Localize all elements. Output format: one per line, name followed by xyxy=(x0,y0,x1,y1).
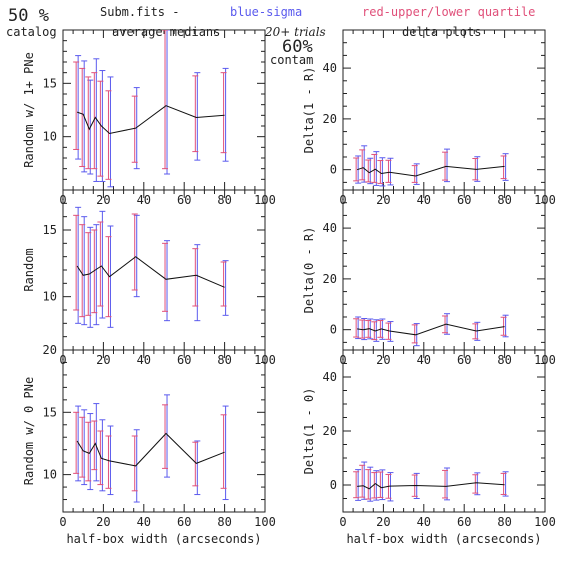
x-tick-label: 100 xyxy=(254,515,276,529)
legend-blue-sigma: blue-sigma xyxy=(230,5,302,19)
trials-label: 20+ trials xyxy=(264,25,326,39)
plot-area xyxy=(73,206,229,328)
x-tick-label: 60 xyxy=(457,515,471,529)
x-tick-label: 60 xyxy=(457,193,471,207)
x-tick-label: 80 xyxy=(217,515,231,529)
x-tick-label: 40 xyxy=(417,193,431,207)
plot-area xyxy=(73,394,229,503)
x-tick-label: 40 xyxy=(137,515,151,529)
pct-value: 50 % xyxy=(8,6,49,26)
median-line xyxy=(357,323,505,336)
x-tick-label: 40 xyxy=(137,193,151,207)
y-tick-label: 0 xyxy=(330,323,337,337)
y-tick-label: 40 xyxy=(323,221,337,235)
median-line xyxy=(76,105,225,135)
plot-area xyxy=(353,313,509,347)
subm-label: Subm.fits - xyxy=(100,5,179,19)
median-line xyxy=(76,432,225,467)
catalog-label: catalog xyxy=(6,25,57,39)
plot-frame xyxy=(62,29,266,191)
x-tick-label: 20 xyxy=(376,353,390,367)
x-tick-label: 80 xyxy=(497,353,511,367)
legend-red-quartile: red-upper/lower quartile xyxy=(362,5,535,19)
panel-left-bottom: 0 20 40 60 80 100 10 15 20 Random w/ 0 PNe half-bo… xyxy=(22,343,276,546)
plot-area xyxy=(73,30,229,188)
y-tick-label: 15 xyxy=(43,405,57,419)
y-tick-label: 0 xyxy=(330,478,337,492)
median-line xyxy=(76,256,225,288)
x-tick-label: 20 xyxy=(96,515,110,529)
x-tick-label: 0 xyxy=(59,515,66,529)
average-medians-label: average medians xyxy=(112,25,220,39)
x-tick-label: 20 xyxy=(96,353,110,367)
x-tick-label: 20 xyxy=(376,515,390,529)
y-tick-label: 40 xyxy=(323,370,337,384)
y-tick-label: 20 xyxy=(323,112,337,126)
x-tick-label: 80 xyxy=(497,515,511,529)
x-tick-label: 0 xyxy=(339,515,346,529)
y-tick-label: 15 xyxy=(43,223,57,237)
x-tick-label: 60 xyxy=(177,193,191,207)
y-tick-label: 20 xyxy=(323,424,337,438)
plot-frame xyxy=(342,189,546,351)
y-tick-label: 20 xyxy=(43,343,57,357)
x-tick-label: 80 xyxy=(217,353,231,367)
x-tick-label: 20 xyxy=(96,193,110,207)
x-axis-label: half-box width (arcseconds) xyxy=(346,532,541,546)
x-tick-label: 100 xyxy=(534,515,556,529)
panel-right-bottom: 0 20 40 60 80 100 0 20 40 Delta(1 - 0) half-box wi… xyxy=(302,349,556,546)
x-tick-label: 80 xyxy=(217,193,231,207)
x-tick-label: 40 xyxy=(417,353,431,367)
y-axis-label: Random xyxy=(22,248,36,291)
y-axis-label: Delta(1 - R) xyxy=(302,67,316,154)
x-tick-label: 80 xyxy=(497,193,511,207)
median-line xyxy=(357,482,505,490)
y-tick-label: 20 xyxy=(323,272,337,286)
plot-frame xyxy=(342,29,546,191)
y-tick-label: 40 xyxy=(323,61,337,75)
plot-frame xyxy=(62,189,266,351)
y-tick-label: 0 xyxy=(330,163,337,177)
y-axis-label: Random w/ 0 PNe xyxy=(22,377,36,485)
y-tick-label: 15 xyxy=(43,76,57,90)
x-tick-label: 60 xyxy=(177,515,191,529)
contam-value: 60% xyxy=(282,37,313,57)
contam-label: contam xyxy=(270,53,313,67)
plot-area xyxy=(353,145,509,187)
plot-frame xyxy=(342,349,546,513)
plot-frame xyxy=(62,349,266,513)
x-tick-label: 60 xyxy=(177,353,191,367)
median-line xyxy=(356,165,505,177)
y-tick-label: 10 xyxy=(43,290,57,304)
x-tick-label: 40 xyxy=(137,353,151,367)
y-axis-label: Delta(1 - 0) xyxy=(302,388,316,475)
y-axis-label: Delta(0 - R) xyxy=(302,227,316,314)
y-tick-label: 10 xyxy=(43,468,57,482)
delta-plots-label: delta plots xyxy=(402,25,481,39)
x-tick-label: 40 xyxy=(417,515,431,529)
x-tick-label: 60 xyxy=(457,353,471,367)
x-tick-label: 20 xyxy=(376,193,390,207)
plot-area xyxy=(353,461,509,502)
x-axis-label: half-box width (arcseconds) xyxy=(66,532,261,546)
y-axis-label: Random w/ 1+ PNe xyxy=(22,52,36,168)
y-tick-label: 10 xyxy=(43,130,57,144)
